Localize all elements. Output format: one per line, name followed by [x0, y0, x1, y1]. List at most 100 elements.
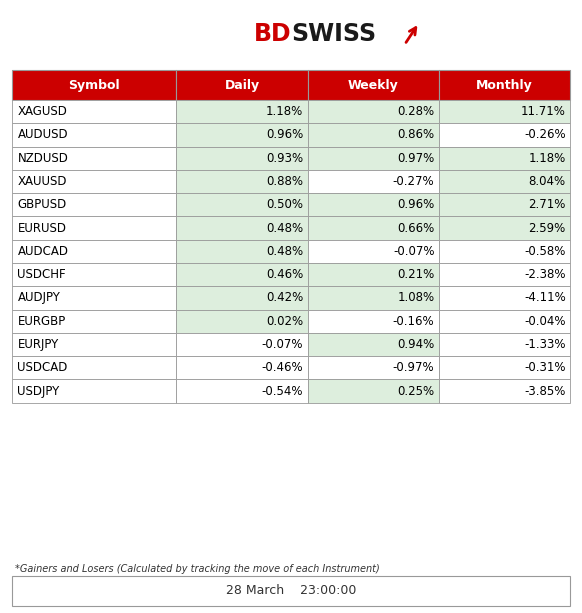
Text: USDCHF: USDCHF	[17, 268, 66, 281]
Text: 0.50%: 0.50%	[266, 198, 303, 211]
Text: -0.07%: -0.07%	[393, 245, 434, 258]
Bar	[12, 333, 176, 356]
Text: -0.16%: -0.16%	[393, 314, 434, 328]
Bar	[12, 193, 176, 216]
Bar	[176, 263, 308, 286]
Bar	[308, 240, 439, 263]
Text: GBPUSD: GBPUSD	[17, 198, 67, 211]
Text: 2.71%: 2.71%	[528, 198, 566, 211]
Text: -0.26%: -0.26%	[524, 128, 566, 142]
Bar	[12, 576, 570, 606]
Bar	[12, 170, 176, 193]
Bar	[439, 123, 570, 147]
Bar	[308, 310, 439, 333]
Text: -1.33%: -1.33%	[524, 338, 566, 351]
Bar	[439, 100, 570, 123]
Bar	[308, 70, 439, 100]
Text: 28 March    23:00:00: 28 March 23:00:00	[226, 584, 356, 598]
Text: USDJPY: USDJPY	[17, 384, 60, 398]
Bar	[439, 216, 570, 240]
Text: XAUUSD: XAUUSD	[17, 175, 67, 188]
Bar	[12, 100, 176, 123]
Text: SWISS: SWISS	[291, 21, 376, 46]
Text: -0.46%: -0.46%	[261, 361, 303, 375]
Bar	[439, 333, 570, 356]
Text: 0.93%: 0.93%	[266, 151, 303, 165]
Text: 2.59%: 2.59%	[528, 221, 566, 235]
Bar	[12, 379, 176, 403]
Bar	[439, 70, 570, 100]
Text: -0.58%: -0.58%	[524, 245, 566, 258]
Text: EURUSD: EURUSD	[17, 221, 66, 235]
Text: 1.18%: 1.18%	[528, 151, 566, 165]
Bar	[176, 193, 308, 216]
Text: Monthly: Monthly	[476, 78, 533, 92]
Text: 0.66%: 0.66%	[397, 221, 434, 235]
Text: 0.02%: 0.02%	[266, 314, 303, 328]
Text: 0.46%: 0.46%	[266, 268, 303, 281]
Bar	[308, 379, 439, 403]
Text: -2.38%: -2.38%	[524, 268, 566, 281]
Text: Daily: Daily	[225, 78, 260, 92]
Text: 0.48%: 0.48%	[266, 245, 303, 258]
Text: AUDUSD: AUDUSD	[17, 128, 68, 142]
Bar	[308, 170, 439, 193]
Text: BD: BD	[253, 21, 291, 46]
Text: 0.96%: 0.96%	[266, 128, 303, 142]
Text: 8.04%: 8.04%	[528, 175, 566, 188]
Text: 0.96%: 0.96%	[397, 198, 434, 211]
Text: -3.85%: -3.85%	[524, 384, 566, 398]
Bar	[176, 286, 308, 310]
Text: Symbol: Symbol	[68, 78, 120, 92]
Bar	[308, 356, 439, 379]
Text: 1.18%: 1.18%	[266, 105, 303, 118]
Bar	[176, 100, 308, 123]
Bar	[439, 379, 570, 403]
Text: USDCAD: USDCAD	[17, 361, 68, 375]
Bar	[12, 356, 176, 379]
Bar	[439, 310, 570, 333]
Text: EURGBP: EURGBP	[17, 314, 66, 328]
Text: 0.48%: 0.48%	[266, 221, 303, 235]
Bar	[176, 170, 308, 193]
Bar	[12, 310, 176, 333]
Bar	[176, 70, 308, 100]
Bar	[308, 333, 439, 356]
Bar	[176, 240, 308, 263]
Text: 0.42%: 0.42%	[266, 291, 303, 305]
Bar	[12, 216, 176, 240]
Text: -0.27%: -0.27%	[393, 175, 434, 188]
Bar	[176, 216, 308, 240]
Bar	[439, 356, 570, 379]
Bar	[176, 123, 308, 147]
Bar	[308, 100, 439, 123]
Text: 0.94%: 0.94%	[397, 338, 434, 351]
Text: -0.54%: -0.54%	[261, 384, 303, 398]
Bar	[308, 286, 439, 310]
Bar	[308, 193, 439, 216]
Text: AUDJPY: AUDJPY	[17, 291, 61, 305]
Bar	[176, 356, 308, 379]
Bar	[176, 147, 308, 170]
Bar	[439, 240, 570, 263]
Text: *Gainers and Losers (Calculated by tracking the move of each Instrument): *Gainers and Losers (Calculated by track…	[15, 564, 379, 574]
Bar	[439, 263, 570, 286]
Bar	[12, 263, 176, 286]
Bar	[12, 286, 176, 310]
Text: 0.25%: 0.25%	[398, 384, 434, 398]
Bar	[12, 123, 176, 147]
Text: NZDUSD: NZDUSD	[17, 151, 68, 165]
Text: EURJPY: EURJPY	[17, 338, 59, 351]
Text: XAGUSD: XAGUSD	[17, 105, 68, 118]
Bar	[176, 333, 308, 356]
Text: 0.28%: 0.28%	[398, 105, 434, 118]
Text: -0.07%: -0.07%	[261, 338, 303, 351]
Bar	[308, 123, 439, 147]
Text: 0.21%: 0.21%	[397, 268, 434, 281]
Bar	[308, 147, 439, 170]
Bar	[176, 310, 308, 333]
Bar	[439, 147, 570, 170]
Text: -4.11%: -4.11%	[524, 291, 566, 305]
Bar	[12, 147, 176, 170]
Text: -0.31%: -0.31%	[524, 361, 566, 375]
